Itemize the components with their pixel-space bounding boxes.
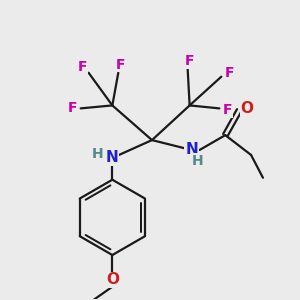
Text: F: F [223,103,232,117]
Text: F: F [68,101,77,116]
Text: O: O [106,272,119,287]
Text: O: O [241,101,254,116]
Text: F: F [78,60,87,74]
Text: F: F [185,54,194,68]
Text: H: H [192,154,203,168]
Text: F: F [224,66,234,80]
Text: N: N [106,150,119,165]
Text: F: F [116,58,125,72]
Text: N: N [185,142,198,158]
Text: H: H [92,147,103,161]
